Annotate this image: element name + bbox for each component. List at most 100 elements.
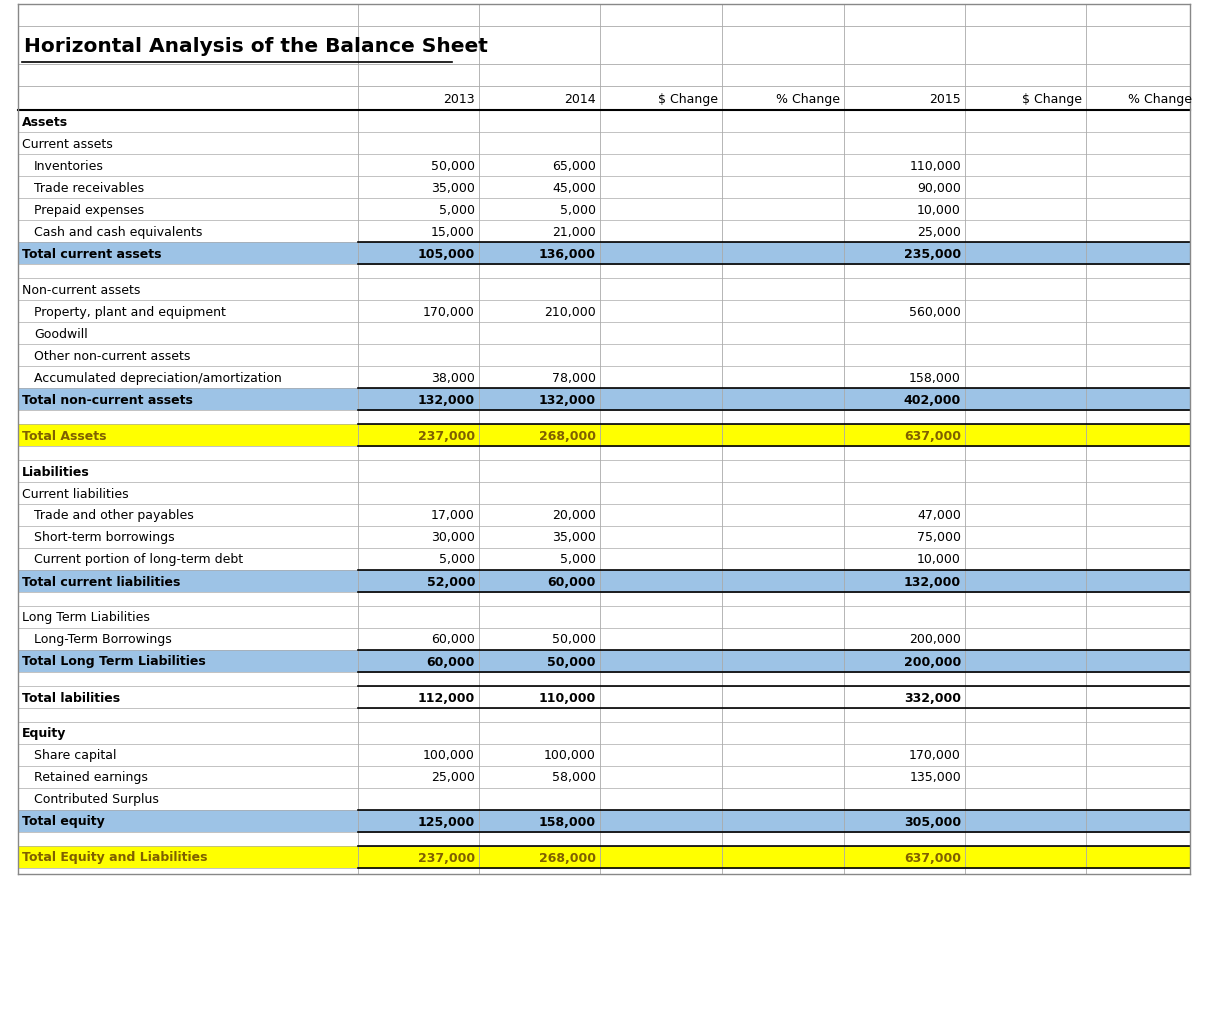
Text: Inventories: Inventories xyxy=(34,160,104,172)
Text: Trade and other payables: Trade and other payables xyxy=(34,509,193,522)
Text: Equity: Equity xyxy=(22,727,66,740)
Bar xyxy=(18,607,1190,629)
Bar xyxy=(18,527,1190,548)
Bar xyxy=(18,744,1190,766)
Bar xyxy=(18,709,1190,722)
Text: 268,000: 268,000 xyxy=(539,850,596,863)
Text: 136,000: 136,000 xyxy=(539,248,596,260)
Bar xyxy=(1086,87,1196,111)
Text: Retained earnings: Retained earnings xyxy=(34,770,147,784)
Text: Total Equity and Liabilities: Total Equity and Liabilities xyxy=(22,850,208,863)
Text: 560,000: 560,000 xyxy=(910,305,962,318)
Bar xyxy=(18,672,1190,686)
Bar xyxy=(18,65,358,87)
Text: 78,000: 78,000 xyxy=(552,371,596,384)
Text: 2014: 2014 xyxy=(564,92,596,105)
Text: Trade receivables: Trade receivables xyxy=(34,181,144,194)
Bar xyxy=(358,27,480,65)
Text: 135,000: 135,000 xyxy=(910,770,962,784)
Text: 200,000: 200,000 xyxy=(910,633,962,646)
Bar xyxy=(722,65,844,87)
Text: 125,000: 125,000 xyxy=(418,815,475,828)
Bar xyxy=(18,300,1190,323)
Text: 38,000: 38,000 xyxy=(431,371,475,384)
Text: Current assets: Current assets xyxy=(22,137,112,151)
Text: % Change: % Change xyxy=(1128,92,1192,105)
Bar xyxy=(600,5,722,27)
Text: Property, plant and equipment: Property, plant and equipment xyxy=(34,305,226,318)
Text: 200,000: 200,000 xyxy=(904,655,962,668)
Bar xyxy=(18,220,1190,243)
Text: Total current liabilities: Total current liabilities xyxy=(22,575,180,588)
Text: Prepaid expenses: Prepaid expenses xyxy=(34,203,144,216)
Text: 132,000: 132,000 xyxy=(904,575,962,588)
Bar xyxy=(18,132,1190,155)
Bar xyxy=(18,504,1190,527)
Bar xyxy=(480,5,600,27)
Text: 21,000: 21,000 xyxy=(552,225,596,239)
Text: 110,000: 110,000 xyxy=(910,160,962,172)
Text: % Change: % Change xyxy=(776,92,840,105)
Bar xyxy=(844,65,965,87)
Text: Short-term borrowings: Short-term borrowings xyxy=(34,531,175,544)
Text: 60,000: 60,000 xyxy=(431,633,475,646)
Bar xyxy=(965,65,1086,87)
Bar xyxy=(18,111,1190,132)
Text: Total current assets: Total current assets xyxy=(22,248,162,260)
Bar xyxy=(18,367,1190,388)
Text: 15,000: 15,000 xyxy=(431,225,475,239)
Text: 52,000: 52,000 xyxy=(426,575,475,588)
Bar xyxy=(358,87,480,111)
Bar xyxy=(18,447,1190,461)
Text: 35,000: 35,000 xyxy=(431,181,475,194)
Bar xyxy=(1086,27,1196,65)
Bar xyxy=(1086,65,1196,87)
Bar xyxy=(18,650,1190,672)
Text: 170,000: 170,000 xyxy=(423,305,475,318)
Text: Current liabilities: Current liabilities xyxy=(22,487,128,500)
Text: 105,000: 105,000 xyxy=(418,248,475,260)
Text: Share capital: Share capital xyxy=(34,749,116,761)
Bar xyxy=(18,388,1190,410)
Text: 235,000: 235,000 xyxy=(904,248,962,260)
Bar xyxy=(18,5,358,27)
Bar xyxy=(18,810,1190,832)
Bar xyxy=(18,832,1190,846)
Text: Total non-current assets: Total non-current assets xyxy=(22,393,193,406)
Text: 402,000: 402,000 xyxy=(904,393,962,406)
Text: 170,000: 170,000 xyxy=(910,749,962,761)
Bar xyxy=(18,686,1190,709)
Bar xyxy=(844,5,965,27)
Text: 20,000: 20,000 xyxy=(552,509,596,522)
Bar xyxy=(18,461,1190,482)
Bar xyxy=(18,592,1190,607)
Text: 132,000: 132,000 xyxy=(418,393,475,406)
Bar xyxy=(18,789,1190,810)
Text: 637,000: 637,000 xyxy=(904,429,962,442)
Bar xyxy=(480,87,600,111)
Bar xyxy=(18,846,1190,868)
Bar xyxy=(844,27,965,65)
Bar xyxy=(600,65,722,87)
Text: 10,000: 10,000 xyxy=(917,203,962,216)
Text: 25,000: 25,000 xyxy=(917,225,962,239)
Text: 30,000: 30,000 xyxy=(431,531,475,544)
Bar xyxy=(18,199,1190,220)
Text: 158,000: 158,000 xyxy=(910,371,962,384)
Bar xyxy=(18,265,1190,279)
Text: 5,000: 5,000 xyxy=(439,203,475,216)
Text: 25,000: 25,000 xyxy=(431,770,475,784)
Bar xyxy=(18,570,1190,592)
Text: 210,000: 210,000 xyxy=(545,305,596,318)
Bar xyxy=(18,155,1190,177)
Text: 2015: 2015 xyxy=(929,92,962,105)
Text: Non-current assets: Non-current assets xyxy=(22,283,140,296)
Bar xyxy=(18,345,1190,367)
Bar xyxy=(18,87,358,111)
Bar xyxy=(18,279,1190,300)
Text: Current portion of long-term debt: Current portion of long-term debt xyxy=(34,553,243,566)
Text: 90,000: 90,000 xyxy=(917,181,962,194)
Text: 75,000: 75,000 xyxy=(917,531,962,544)
Bar xyxy=(600,27,722,65)
Text: Total equity: Total equity xyxy=(22,815,105,828)
